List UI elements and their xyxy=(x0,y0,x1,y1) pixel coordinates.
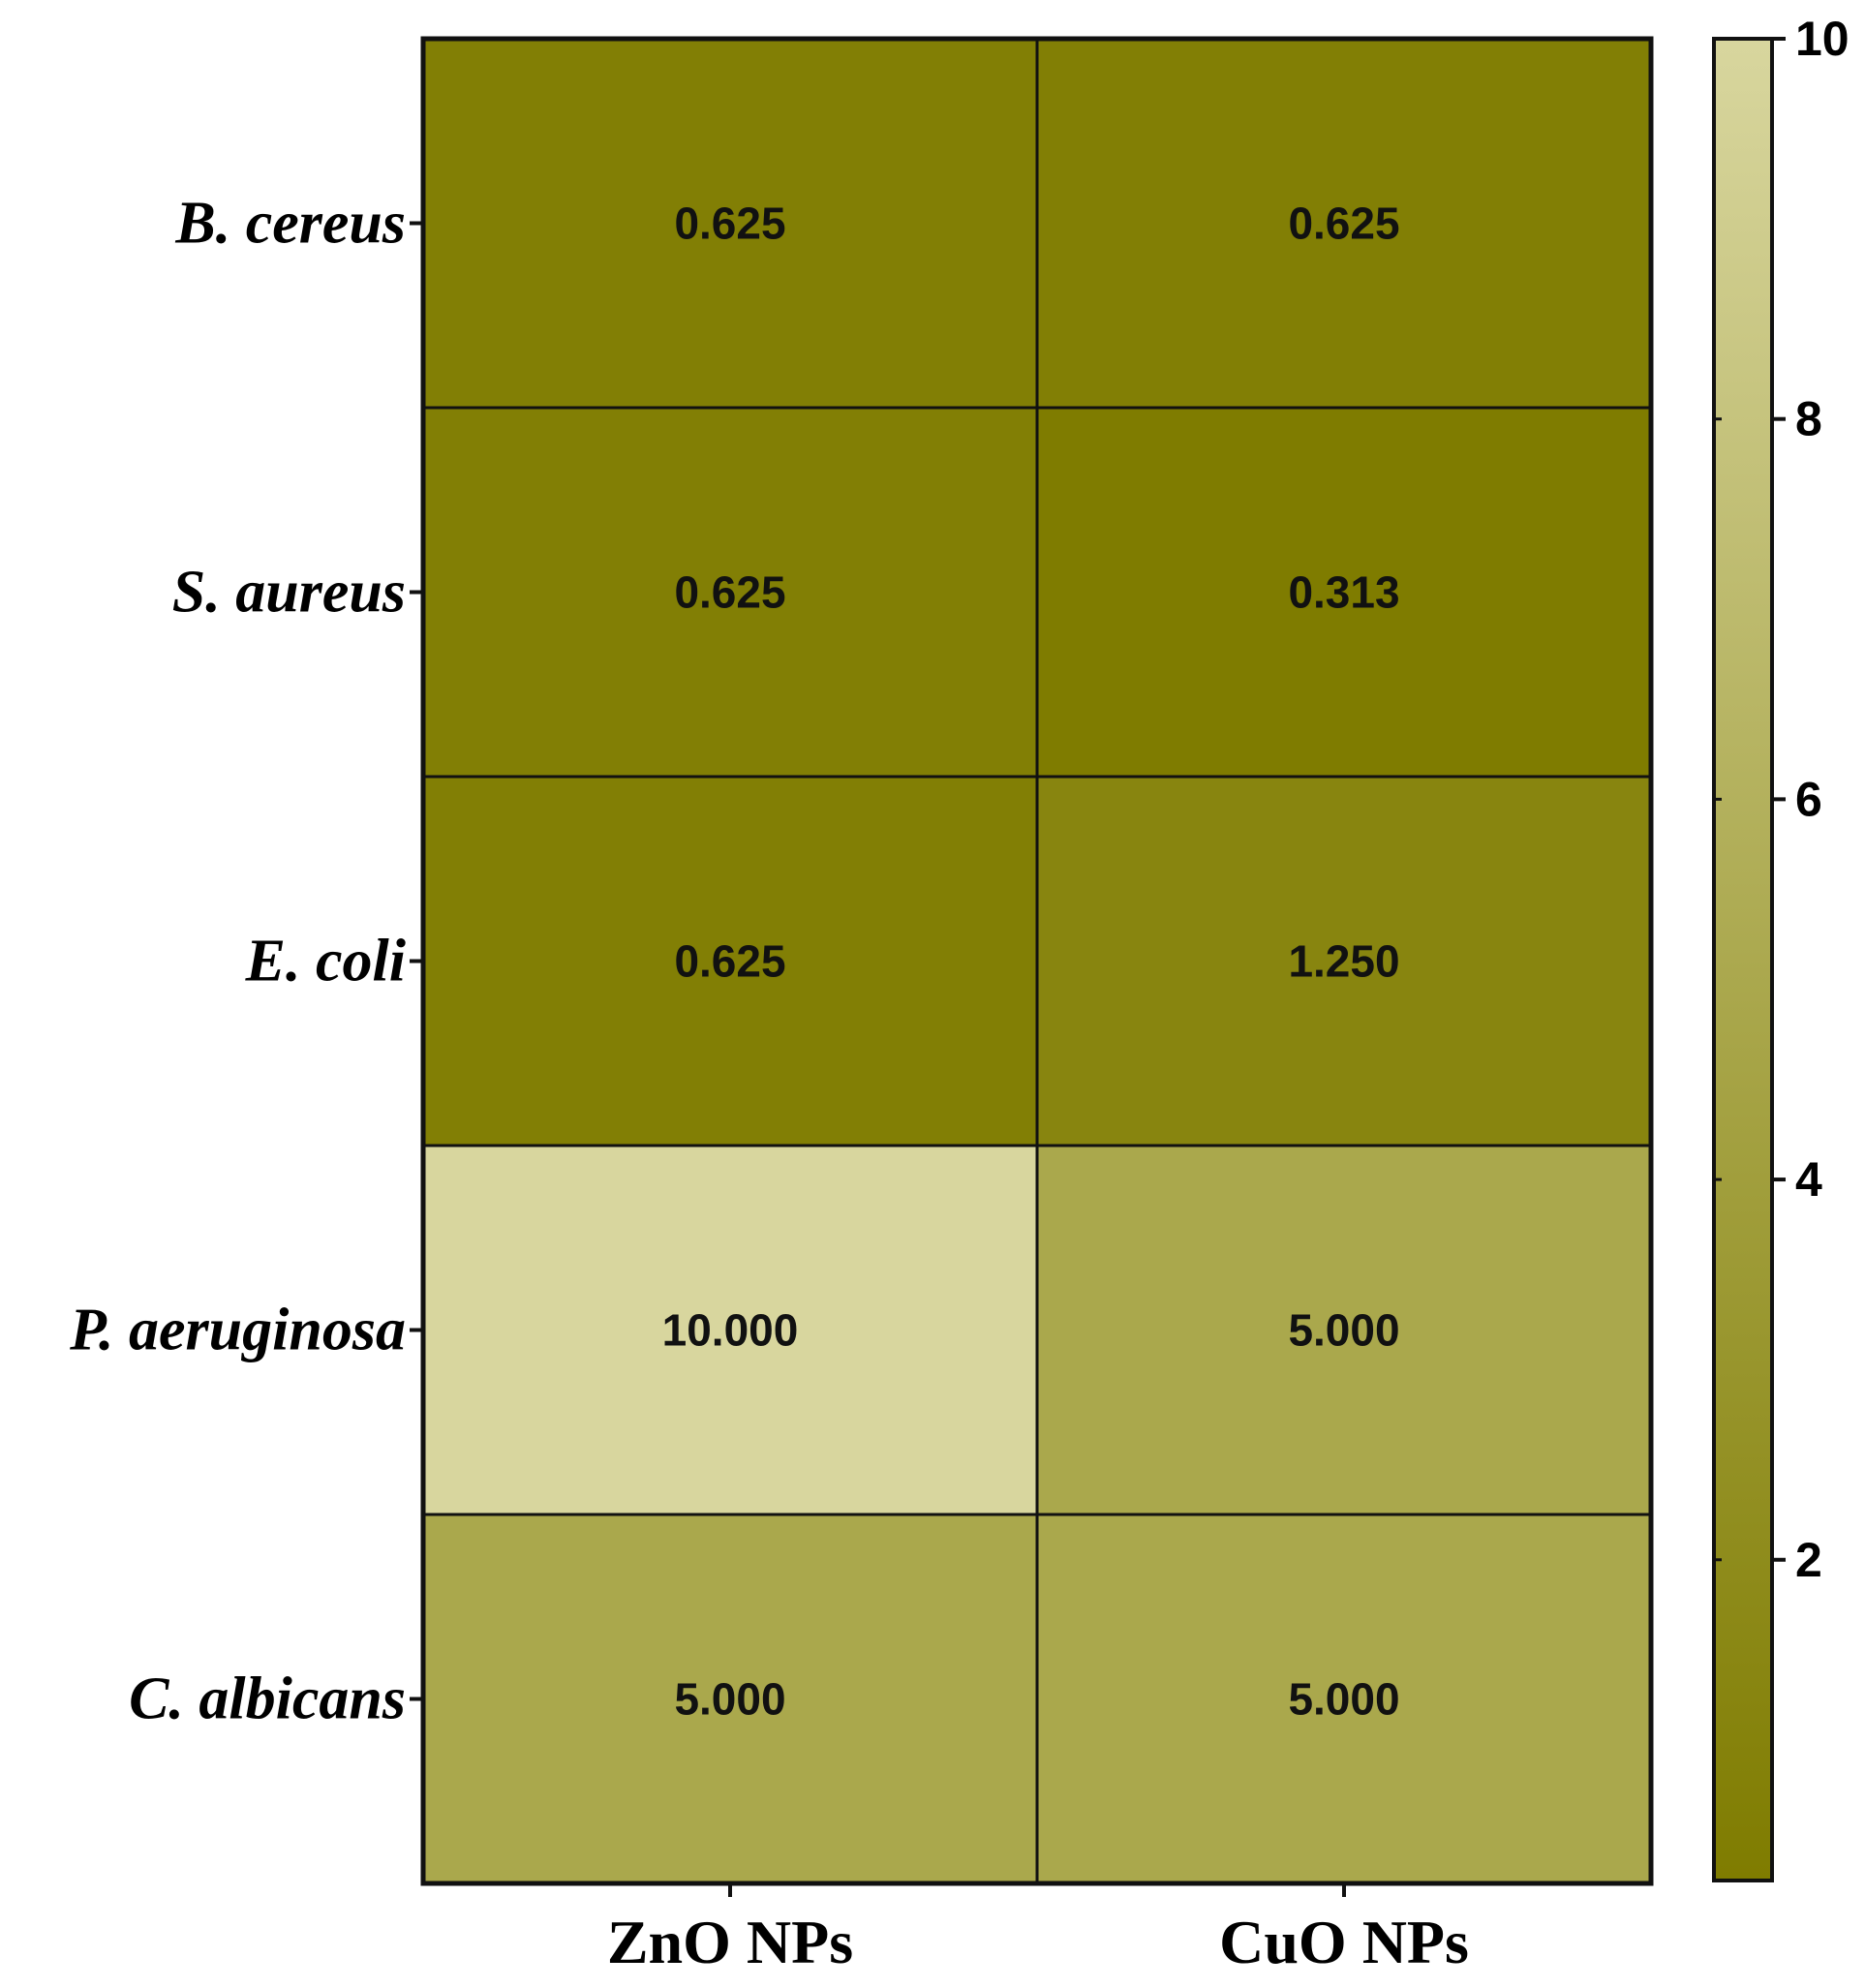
heatmap-cell xyxy=(421,775,1039,1147)
heatmap-cell xyxy=(1035,1513,1653,1885)
y-axis-tick-label: E. coli xyxy=(245,929,406,994)
y-axis-tick-label: B. cereus xyxy=(174,191,406,257)
colorbar: 2 4 6 8 10 xyxy=(1712,12,1850,1882)
heatmap-axis-labels: B. cereus S. aureus E. coli P. aeruginosa C.… xyxy=(69,191,1469,1977)
colorbar-tick-label: 10 xyxy=(1795,12,1850,66)
x-axis-tick-label: ZnO NPs xyxy=(607,1908,853,1976)
x-axis-tick-label: CuO NPs xyxy=(1219,1908,1469,1976)
cell-value-label: 5.000 xyxy=(674,1674,785,1725)
cell-value-label: 5.000 xyxy=(1288,1674,1399,1725)
cell-value-label: 0.625 xyxy=(1288,199,1399,249)
colorbar-tick-label: 6 xyxy=(1795,772,1822,826)
cell-value-label: 0.625 xyxy=(674,936,785,987)
heatmap-cell xyxy=(1035,37,1653,410)
heatmap-cells: 0.625 0.625 0.625 0.313 0.625 1.250 10.000 5.00… xyxy=(420,36,1654,1886)
cell-value-label: 0.625 xyxy=(674,567,785,618)
cell-value-label: 5.000 xyxy=(1288,1305,1399,1356)
heatmap-cell xyxy=(421,37,1039,410)
colorbar-tick-label: 4 xyxy=(1795,1152,1822,1207)
y-axis-tick-label: P. aeruginosa xyxy=(69,1298,406,1363)
heatmap-cell xyxy=(421,406,1039,779)
colorbar-tick-label: 2 xyxy=(1795,1533,1822,1587)
y-axis-tick-label: S. aureus xyxy=(172,560,406,626)
cell-value-label: 0.625 xyxy=(674,199,785,249)
heatmap-cell xyxy=(421,1144,1039,1516)
heatmap-cell xyxy=(1035,1144,1653,1516)
cell-value-label: 0.313 xyxy=(1288,567,1399,618)
cell-value-label: 1.250 xyxy=(1288,936,1399,987)
colorbar-gradient xyxy=(1712,37,1774,1882)
colorbar-tick-label: 8 xyxy=(1795,392,1822,446)
cell-value-label: 10.000 xyxy=(662,1305,799,1356)
y-axis-tick-label: C. albicans xyxy=(129,1667,406,1732)
heatmap-cell xyxy=(1035,406,1653,779)
heatmap-cell xyxy=(1035,775,1653,1147)
